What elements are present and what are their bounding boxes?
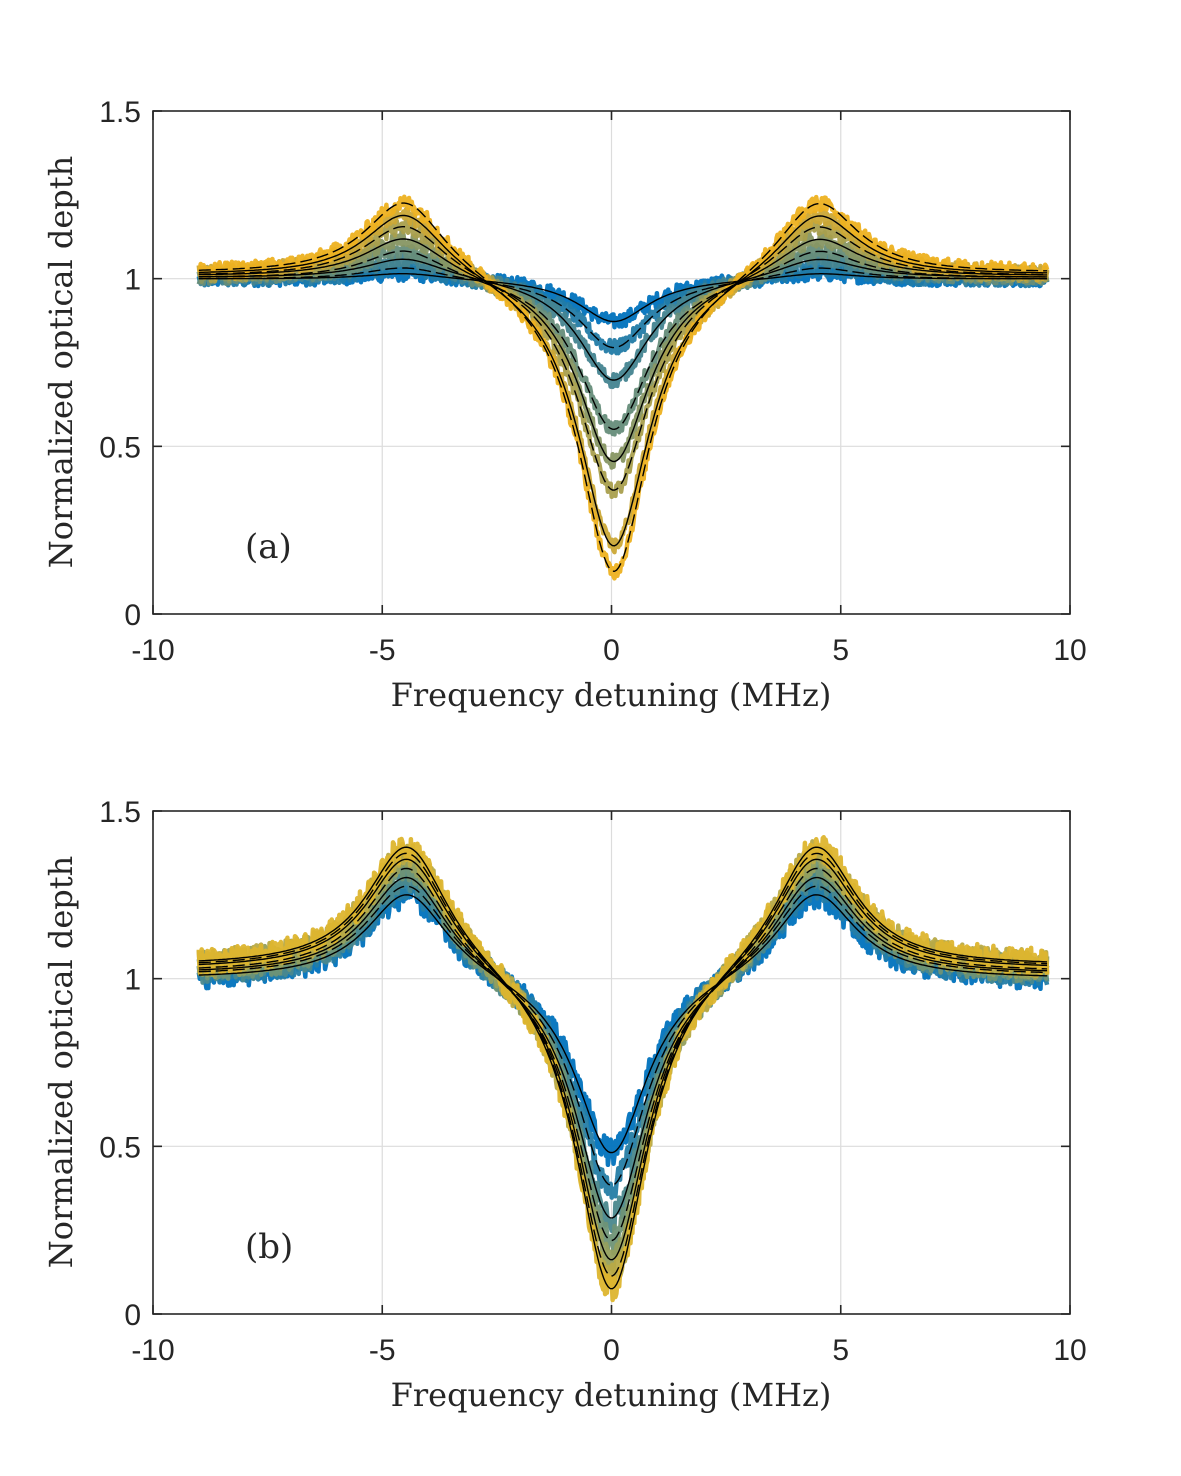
- x-axis-label: Frequency detuning (MHz): [391, 676, 832, 714]
- data-series-trace: [196, 862, 1050, 1234]
- data-series: [196, 834, 1050, 1303]
- data-series-trace: [196, 834, 1050, 1303]
- y-tick-label: 1: [124, 264, 141, 297]
- y-tick-label: 0.5: [99, 1131, 141, 1164]
- fit-curve: [198, 267, 1048, 349]
- y-tick-label: 0: [124, 599, 141, 632]
- y-tick-label: 0.5: [99, 431, 141, 464]
- panel-b: -10 -5 0 5 10 0 0.5 1 1.5 Frequency detuning (MH…: [42, 796, 1087, 1414]
- fit-curves: [198, 846, 1048, 1290]
- y-axis-label: Normalized optical depth: [42, 156, 80, 569]
- x-tick-label: -5: [369, 1334, 396, 1367]
- fit-curve: [198, 273, 1048, 323]
- x-tick-label: 5: [832, 634, 849, 667]
- panel-a: -10 -5 0 5 10 0 0.5 1 1.5 Frequency detuning (MH…: [42, 96, 1087, 714]
- fit-curve: [198, 225, 1048, 491]
- fit-curve: [198, 885, 1048, 1187]
- x-tick-label: 5: [832, 1334, 849, 1367]
- fit-curves: [198, 202, 1048, 573]
- axis-ticks: -10 -5 0 5 10 0 0.5 1 1.5: [99, 796, 1086, 1367]
- x-tick-label: -10: [131, 1334, 174, 1367]
- x-tick-label: -5: [369, 634, 396, 667]
- x-axis-label: Frequency detuning (MHz): [391, 1376, 832, 1414]
- fit-curve: [198, 867, 1048, 1242]
- axis-ticks: -10 -5 0 5 10 0 0.5 1 1.5: [99, 96, 1086, 667]
- y-tick-label: 0: [124, 1299, 141, 1332]
- x-tick-label: 10: [1053, 634, 1086, 667]
- fit-curve: [198, 250, 1048, 431]
- y-tick-label: 1.5: [99, 796, 141, 829]
- panel-label-b: (b): [245, 1227, 293, 1267]
- data-series-trace: [196, 870, 1050, 1200]
- x-tick-label: -10: [131, 634, 174, 667]
- x-tick-label: 0: [603, 1334, 620, 1367]
- fit-curve: [198, 858, 1048, 1261]
- y-tick-label: 1.5: [99, 96, 141, 129]
- fit-curve: [198, 852, 1048, 1277]
- fit-curve: [198, 202, 1048, 573]
- data-series: [196, 194, 1050, 581]
- panel-label-a: (a): [245, 527, 292, 567]
- fit-curve: [198, 876, 1048, 1219]
- data-series-trace: [197, 194, 1050, 581]
- fit-curve: [198, 846, 1048, 1290]
- x-tick-label: 0: [603, 634, 620, 667]
- fit-curve: [198, 214, 1048, 547]
- fit-curve: [198, 238, 1048, 463]
- fit-curve: [198, 894, 1048, 1154]
- y-tick-label: 1: [124, 964, 141, 997]
- y-axis-label: Normalized optical depth: [42, 856, 80, 1269]
- fit-curve: [198, 258, 1048, 381]
- x-tick-label: 10: [1053, 1334, 1086, 1367]
